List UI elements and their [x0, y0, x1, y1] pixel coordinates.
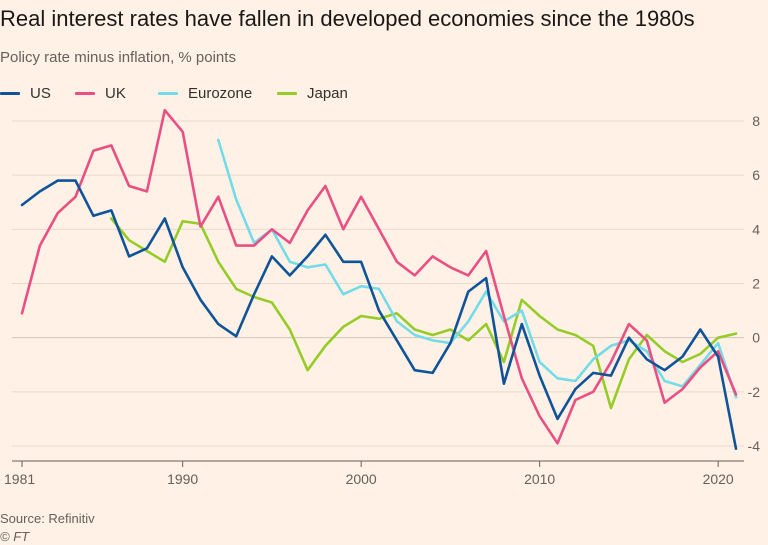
legend-swatch-uk	[75, 91, 95, 95]
series-layer	[20, 108, 738, 451]
y-tick-label: 4	[752, 221, 760, 237]
legend-swatch-japan	[277, 91, 297, 95]
series-line-japan	[110, 217, 738, 410]
legend-label-japan: Japan	[307, 84, 348, 102]
y-tick-label: 0	[752, 330, 760, 346]
axis-layer: -4 -2 0 2 4 6 8 1981 1990 2000 2010 2020	[4, 113, 760, 487]
y-tick-label: 2	[752, 276, 760, 292]
chart-subtitle: Policy rate minus inflation, % points	[0, 49, 236, 66]
chart-title: Real interest rates have fallen in devel…	[0, 6, 695, 31]
legend-item-eurozone: Eurozone	[158, 83, 252, 103]
legend-label-us: US	[30, 84, 51, 102]
y-tick-label: 8	[752, 113, 760, 129]
legend-label-uk: UK	[105, 84, 126, 102]
legend-item-us: US	[0, 83, 51, 103]
source-note: Source: Refinitiv	[0, 511, 95, 526]
x-tick-label: 1981	[4, 471, 35, 487]
legend-label-eurozone: Eurozone	[188, 84, 253, 102]
x-tick-label: 1990	[167, 471, 198, 487]
legend-item-uk: UK	[75, 83, 126, 103]
series-line-us	[20, 179, 738, 451]
legend-swatch-eurozone	[158, 91, 178, 95]
y-tick-label: 6	[752, 167, 760, 183]
credit-note: © FT	[0, 529, 30, 544]
series-line-uk	[20, 108, 738, 445]
series-line-eurozone	[217, 138, 738, 399]
y-tick-label: -4	[748, 438, 761, 454]
x-tick-label: 2020	[703, 471, 734, 487]
legend-item-japan: Japan	[277, 83, 348, 103]
x-tick-label: 2010	[524, 471, 555, 487]
grid-layer	[12, 120, 744, 447]
y-tick-label: -2	[748, 384, 761, 400]
legend-swatch-us	[0, 91, 20, 95]
x-tick-label: 2000	[346, 471, 377, 487]
chart-legend: US UK Eurozone Japan	[0, 83, 720, 103]
